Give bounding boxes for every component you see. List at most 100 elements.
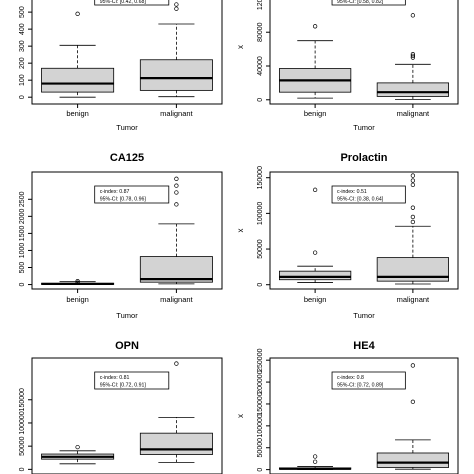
outlier-point [410,363,416,368]
y-tick-label: 100000 [19,411,26,434]
chart-title: OPN [115,340,139,352]
y-axis-label: x [236,229,245,233]
outlier-point [174,6,179,11]
y-tick-label: 500 [19,262,26,274]
y-tick-label: 400 [19,23,26,35]
outlier-point [410,52,416,57]
box-group [41,11,115,98]
annotation-box [94,0,170,6]
box-group [278,24,352,99]
outlier-point [75,11,80,16]
x-tick-label: malignant [160,295,193,304]
box-iqr [139,59,213,91]
outlier-point [312,459,318,464]
outlier-point [410,219,416,225]
box-group [139,361,213,463]
y-tick-label: 50000 [19,436,26,456]
box-group [376,13,450,100]
outlier-point [174,202,179,207]
outlier-point [174,190,179,195]
y-axis-label: x [236,414,245,418]
plot-frame [31,0,223,105]
y-tick-label: 1500 [19,226,26,242]
chart-title: Prolactin [340,152,387,164]
panel-2: 0 40000 80000 120000 x benign malignant Tumor 95… [236,0,459,132]
outlier-point [410,173,416,178]
y-tick-label: 0 [19,95,26,99]
outlier-point [410,205,416,210]
outlier-point [312,454,318,459]
chart-title: HE4 [353,340,375,352]
outlier-point [75,280,80,285]
x-tick-label: malignant [397,295,430,304]
x-axis-label: Tumor [353,123,375,132]
outlier-point [75,279,80,284]
y-tick-label: 200000 [257,370,264,393]
y-tick-label: 2000 [19,208,26,224]
y-tick-label: 150000 [257,392,264,415]
annotation-text: c-index: 0.81 [100,375,130,381]
x-tick-label: benign [66,295,89,304]
y-tick-label: 120000 [257,0,264,10]
box-group [376,173,450,285]
y-tick-label: 100000 [257,414,264,437]
y-tick-label: 200 [19,57,26,69]
y-tick-label: 100 [19,74,26,86]
y-tick-label: 40000 [257,56,264,76]
annotation-text: 95%-CI: [0.42, 0.68] [100,0,147,5]
annotation-text: 95%-CI: [0.78, 0.96] [100,197,147,203]
panel-4: Prolactin 0 50000 100000 150000 x benign malign… [236,152,459,320]
box-group [278,187,352,283]
plot-frame [269,357,459,474]
y-tick-label: 0 [257,283,264,287]
box-iqr [376,452,450,468]
x-axis-label: Tumor [116,123,138,132]
outlier-point [410,182,416,187]
y-tick-label: 1000 [19,243,26,259]
annotation-box [94,371,170,390]
box-iqr [376,257,450,282]
annotation-text: 95%-CI: [0.38, 0.64] [337,197,384,203]
annotation-box [331,0,406,6]
outlier-point [312,24,318,29]
annotation-text: c-index: 0.87 [100,189,130,195]
y-tick-label: 0 [19,283,26,287]
outlier-point [410,399,416,404]
x-tick-label: benign [304,109,327,118]
annotation-text: 95%-CI: [0.72, 0.89] [337,383,384,389]
outlier-point [410,178,416,183]
y-tick-label: 50000 [257,438,264,458]
box-group [376,363,450,470]
plot-frame [31,171,223,290]
annotation-text: 95%-CI: [0.72, 0.91] [100,383,147,389]
box-group [41,279,115,286]
outlier-point [174,361,179,366]
y-tick-label: 0 [257,468,264,472]
annotation-box [331,371,406,390]
outlier-point [174,176,179,181]
outlier-point [174,2,179,7]
outlier-point [75,444,80,450]
outlier-point [312,250,318,255]
y-tick-label: 300 [19,40,26,52]
chart-title: CA125 [110,152,144,164]
plot-frame [269,171,459,290]
x-axis-label: Tumor [116,311,138,320]
x-tick-label: malignant [397,109,430,118]
box-iqr [41,67,115,93]
box-group [278,454,352,471]
outlier-point [410,53,416,59]
y-tick-label: 0 [19,467,26,471]
box-iqr [376,82,450,97]
plot-frame [31,357,223,474]
y-tick-label: 500 [19,6,26,18]
x-tick-label: benign [304,295,327,304]
y-tick-label: 0 [257,98,264,102]
y-axis-label: x [236,45,245,49]
panel-1: 0 100 200 300 400 500 benign malignant Tumor 95%-… [19,0,223,132]
outlier-point [174,183,179,188]
